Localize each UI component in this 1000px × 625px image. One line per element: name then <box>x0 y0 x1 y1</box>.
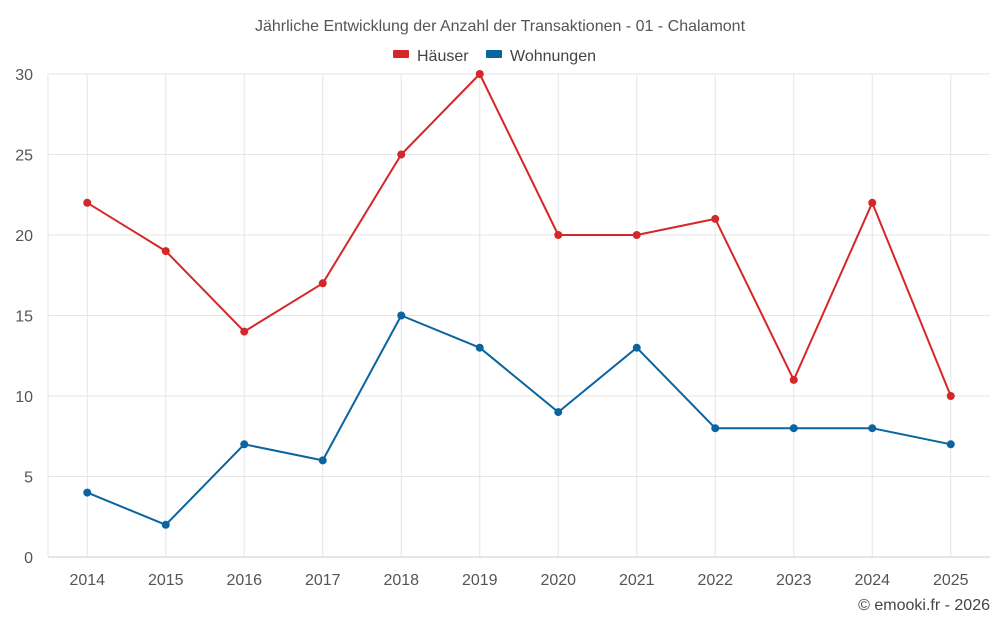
data-point[interactable] <box>946 392 955 400</box>
chart-title: Jährliche Entwicklung der Anzahl der Tra… <box>255 18 746 35</box>
data-point[interactable] <box>711 424 720 433</box>
data-point[interactable] <box>318 456 327 465</box>
data-point[interactable] <box>397 311 406 320</box>
x-tick-label: 2024 <box>854 572 890 589</box>
legend-swatch-apartments <box>486 50 502 58</box>
x-tick-label: 2017 <box>305 572 341 589</box>
y-tick-label: 0 <box>24 550 33 567</box>
x-tick-label: 2021 <box>619 572 655 589</box>
x-tick-label: 2025 <box>933 572 969 589</box>
x-tick-label: 2019 <box>462 572 498 589</box>
series-line <box>86 73 952 397</box>
data-point[interactable] <box>868 424 877 433</box>
data-point[interactable] <box>789 424 798 433</box>
x-tick-label: 2022 <box>697 572 733 589</box>
x-tick-label: 2016 <box>226 572 262 589</box>
data-point[interactable] <box>161 247 170 256</box>
data-point[interactable] <box>475 343 484 352</box>
data-point[interactable] <box>789 375 798 384</box>
y-tick-label: 20 <box>15 228 33 245</box>
y-tick-label: 5 <box>24 470 33 487</box>
data-point[interactable] <box>632 231 641 239</box>
legend: Häuser Wohnungen <box>393 48 596 65</box>
data-point[interactable] <box>318 279 327 288</box>
x-tick-label: 2023 <box>776 572 812 589</box>
data-point[interactable] <box>554 408 563 417</box>
legend-item-houses[interactable]: Häuser <box>393 48 469 65</box>
data-point[interactable] <box>632 343 641 352</box>
data-point[interactable] <box>83 198 92 207</box>
x-tick-label: 2018 <box>383 572 419 589</box>
credit-text: © emooki.fr - 2026 <box>858 597 990 614</box>
data-point[interactable] <box>946 440 955 449</box>
legend-item-apartments[interactable]: Wohnungen <box>486 48 596 65</box>
data-point[interactable] <box>240 440 249 449</box>
data-point[interactable] <box>240 327 249 336</box>
y-tick-label: 30 <box>15 67 33 84</box>
legend-label-houses: Häuser <box>417 48 469 65</box>
y-axis-ticks: 0 5 10 15 20 25 30 <box>15 67 33 567</box>
data-point[interactable] <box>554 231 563 239</box>
series-houses <box>83 70 955 400</box>
data-point[interactable] <box>161 520 170 529</box>
legend-label-apartments: Wohnungen <box>510 48 596 65</box>
x-tick-label: 2020 <box>540 572 576 589</box>
legend-swatch-houses <box>393 50 409 58</box>
data-point[interactable] <box>711 214 720 223</box>
x-tick-label: 2014 <box>69 572 105 589</box>
gridlines <box>47 73 990 557</box>
y-tick-label: 25 <box>15 148 33 165</box>
data-point[interactable] <box>475 70 484 78</box>
x-axis-ticks: 2014 2015 2016 2017 2018 2019 2020 2021 2022 2023… <box>69 572 968 589</box>
y-tick-label: 10 <box>15 389 33 406</box>
x-tick-label: 2015 <box>148 572 184 589</box>
data-point[interactable] <box>868 198 877 207</box>
series-line <box>86 314 951 526</box>
data-point[interactable] <box>397 150 406 159</box>
series <box>83 70 955 529</box>
series-apartments <box>83 311 955 529</box>
data-point[interactable] <box>83 488 92 497</box>
y-tick-label: 15 <box>15 309 33 326</box>
